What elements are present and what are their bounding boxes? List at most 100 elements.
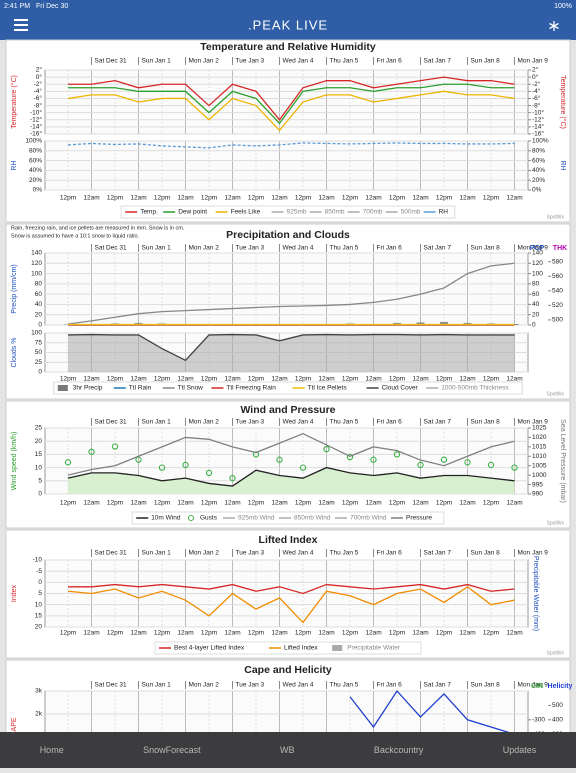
legend-label: Feels Like <box>231 209 261 216</box>
y-axis-label: Clouds % <box>11 338 18 368</box>
x-tick-label: 12am <box>365 630 381 637</box>
legend-label: 700mb <box>363 209 383 216</box>
day-label: Sat Dec 31 <box>95 58 128 65</box>
x-tick-label: 12am <box>271 630 287 637</box>
y-tick-label: 80% <box>29 148 42 155</box>
y-tick-label: 60% <box>29 157 42 164</box>
day-label: Tue Jan 3 <box>236 245 265 252</box>
x-tick-label: 12am <box>412 376 428 383</box>
x-tick-label: 12pm <box>483 376 499 383</box>
y-tick-label: 5 <box>38 590 42 597</box>
tab[interactable]: WB <box>279 745 295 755</box>
x-tick-label: 12pm <box>295 376 311 383</box>
y-tick-label: -2° <box>34 80 43 88</box>
y2-axis-label: RH <box>559 160 566 170</box>
settings-button[interactable] <box>549 21 559 31</box>
x-tick-label: 12pm <box>201 630 217 637</box>
legend-swatch <box>188 515 194 521</box>
day-label: Wed Jan 4 <box>283 58 314 65</box>
tab[interactable]: Home <box>39 745 64 755</box>
x-tick-label: 12am <box>271 500 287 507</box>
y2-tick-label: -6° <box>532 94 541 102</box>
status-date: Fri Dec 30 <box>36 3 68 10</box>
menu-button[interactable] <box>14 19 28 31</box>
legend-label: Cloud Cover <box>382 385 419 392</box>
y2-tick-label: 140 <box>532 250 543 257</box>
legend-label: Ttl Rain <box>129 385 152 392</box>
x-tick-label: 12pm <box>483 195 499 202</box>
legend-label: Dew point <box>178 209 207 216</box>
y-tick-label: 5 <box>38 478 42 485</box>
day-label: Sun Jan 1 <box>142 245 172 252</box>
x-tick-label: 12am <box>83 195 99 202</box>
x-tick-label: 12pm <box>342 195 358 202</box>
x-tick-label: 12am <box>224 376 240 383</box>
y-tick-label: -6° <box>34 94 43 102</box>
day-label: Sat Jan 7 <box>424 419 452 426</box>
x-tick-label: 12am <box>318 630 334 637</box>
series-line <box>349 689 515 735</box>
day-label: Thu Jan 5 <box>330 682 359 689</box>
series-line <box>67 90 515 132</box>
day-label: Wed Jan 4 <box>283 550 314 557</box>
y2-axis-label: CIN <box>531 683 543 690</box>
y2-tick-label: 40% <box>532 167 545 174</box>
x-tick-label: 12pm <box>248 500 264 507</box>
legend-label: Ttl Freezing Rain <box>226 385 276 392</box>
x-tick-label: 12am <box>318 195 334 202</box>
y-tick-label: 120 <box>31 260 42 267</box>
x-tick-label: 12pm <box>295 500 311 507</box>
legend-label: Precipitable Water <box>347 645 401 652</box>
y2-tick-label: 80 <box>532 281 540 288</box>
day-label: Wed Jan 4 <box>283 682 314 689</box>
y-axis-label: Precip (mm/cm) <box>11 264 18 313</box>
x-tick-label: 12pm <box>436 376 452 383</box>
day-label: Sat Dec 31 <box>95 245 128 252</box>
x-tick-label: 12am <box>130 630 146 637</box>
day-label: Mon Jan 9 <box>518 58 549 65</box>
day-label: Mon Jan 2 <box>189 550 220 557</box>
point <box>440 456 448 463</box>
x-tick-label: 12am <box>459 500 475 507</box>
x-tick-label: 12am <box>224 500 240 507</box>
tab[interactable]: Backcountry <box>373 745 424 755</box>
tab[interactable]: SnowForecast <box>143 745 201 755</box>
y-tick-label: 100% <box>25 138 42 145</box>
day-label: Sat Jan 7 <box>424 682 452 689</box>
x-tick-label: 12pm <box>201 195 217 202</box>
y2-tick-label: -12° <box>532 115 544 123</box>
y-tick-label: -12° <box>30 115 42 123</box>
y-tick-label: -5 <box>36 568 42 575</box>
y2-tick-label: 100 <box>532 270 543 277</box>
y-tick-label: 20 <box>35 438 43 445</box>
y2-tick-label: -14° <box>532 123 544 131</box>
legend-label: 10m Wind <box>151 515 181 522</box>
x-tick-label: 12am <box>459 195 475 202</box>
day-label: Sun Jan 1 <box>142 550 172 557</box>
plot-area <box>44 252 529 326</box>
x-tick-label: 12am <box>83 500 99 507</box>
y2-tick-label: 0° <box>532 73 539 81</box>
point <box>417 461 424 469</box>
legend-label: RH <box>439 209 449 216</box>
y-tick-label: 100 <box>31 330 42 337</box>
x-tick-label: 12am <box>271 195 287 202</box>
day-label: Mon Jan 9 <box>518 419 549 426</box>
day-label: Tue Jan 3 <box>236 550 265 557</box>
day-label: Mon Jan 2 <box>189 245 220 252</box>
y2-axis-label: Temperature (°C) <box>559 75 567 129</box>
point <box>205 469 213 477</box>
day-label: Fri Jan 6 <box>377 419 403 426</box>
x-tick-label: 12pm <box>107 195 123 202</box>
tab[interactable]: Updates <box>502 745 537 755</box>
y-tick-label: 40% <box>29 167 42 174</box>
y-tick-label: 0 <box>38 369 42 376</box>
day-label: Wed Jan 4 <box>283 245 314 252</box>
point <box>88 448 95 455</box>
y3-tick-label: 500 <box>552 317 563 324</box>
x-tick-label: 12am <box>459 376 475 383</box>
y3-axis-label: Helicity <box>548 683 573 690</box>
y-axis-label: CAPE <box>11 717 18 736</box>
app-bar <box>0 0 576 40</box>
series-line <box>67 586 515 624</box>
